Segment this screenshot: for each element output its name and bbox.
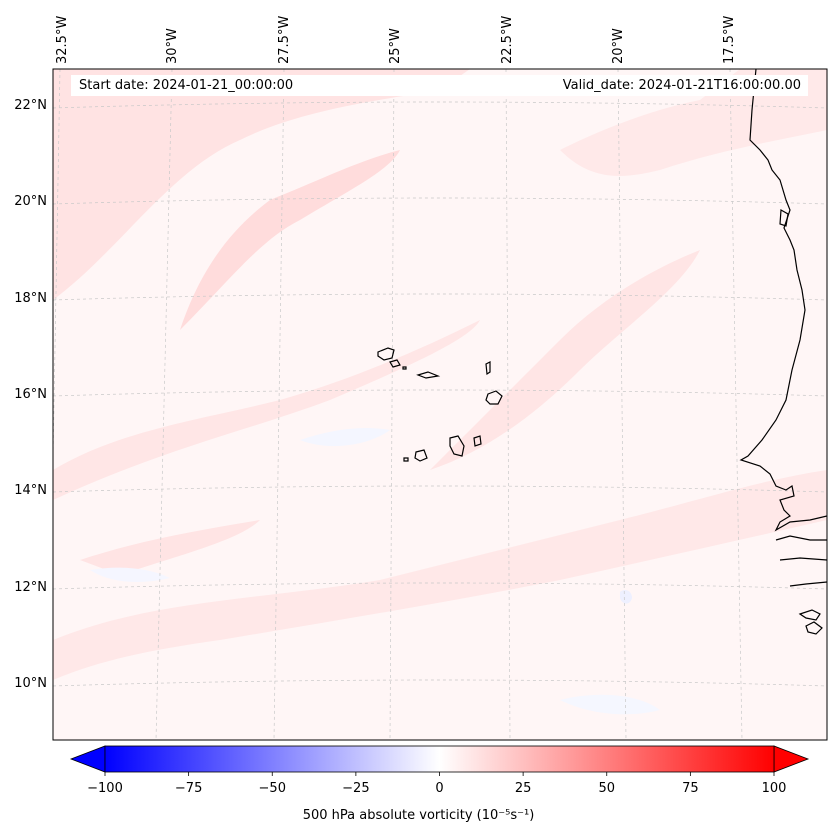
cape-verde-santa-luzia (402, 366, 407, 370)
colorbar-tick-label: −50 (258, 781, 286, 796)
africa-coast (779, 557, 827, 561)
colorbar-min-extension (69, 745, 106, 773)
negative-vorticity-patch (560, 694, 660, 715)
colorbar (69, 745, 810, 776)
latitude-label: 10°N (14, 676, 47, 691)
cape-verde-brava (403, 457, 409, 462)
latitude-label: 14°N (14, 483, 47, 498)
colorbar-tick-label: 0 (435, 781, 444, 796)
negative-vorticity-patch (300, 428, 390, 447)
date-header-strip (71, 75, 808, 96)
cape-verde-santiago (449, 435, 465, 457)
map-frame (52, 68, 828, 741)
colorbar-tick-label: 75 (682, 781, 699, 796)
longitude-label: 30°W (165, 28, 180, 64)
latitude-label: 22°N (14, 98, 47, 113)
colorbar-tick-label: 25 (514, 781, 532, 796)
cape-verde-boa-vista (485, 390, 503, 405)
cape-verde-santo-antao (377, 347, 395, 361)
longitude-label: 20°W (611, 28, 626, 64)
cape-verde-maio (473, 435, 482, 447)
africa-coast (739, 69, 827, 532)
vorticity-band (180, 150, 400, 330)
africa-coast (798, 609, 821, 621)
vorticity-band (80, 520, 260, 575)
africa-coast (805, 621, 823, 635)
cape-verde-fogo (414, 449, 428, 462)
cape-verde-sao-vicente (389, 359, 401, 368)
longitude-label: 22.5°W (500, 15, 515, 64)
vorticity-band (430, 250, 700, 470)
vorticity-band (53, 470, 827, 680)
colorbar-ticks (104, 772, 775, 776)
latitude-label: 16°N (14, 387, 47, 402)
colorbar-max-extension (773, 745, 810, 773)
valid-date-label: Valid_date: 2024-01-21T16:00:00.00 (562, 78, 801, 93)
latitude-label: 12°N (14, 580, 47, 595)
colorbar-tick-label: 50 (598, 781, 616, 796)
latitude-label: 20°N (14, 194, 47, 209)
latitude-label: 18°N (14, 291, 47, 306)
longitude-label: 32.5°W (55, 15, 70, 64)
colorbar-gradient (104, 745, 775, 773)
longitude-label: 27.5°W (277, 15, 292, 64)
colorbar-tick-label: 100 (761, 781, 787, 796)
colorbar-label: 500 hPa absolute vorticity (10⁻⁵s⁻¹) (302, 808, 535, 823)
graticule (53, 69, 827, 740)
coastline (377, 69, 827, 635)
negative-vorticity-patch (620, 590, 632, 604)
vorticity-band (53, 320, 480, 500)
colorbar-tick-label: −75 (174, 781, 203, 796)
colorbar-tick-label: −25 (342, 781, 370, 796)
start-date-label: Start date: 2024-01-21_00:00:00 (79, 78, 294, 93)
longitude-label: 25°W (388, 28, 403, 64)
cape-verde-sao-nicolau (416, 371, 441, 379)
africa-coast (779, 209, 789, 227)
africa-coast (789, 581, 827, 587)
vorticity-band (53, 69, 470, 300)
cape-verde-sal (485, 361, 491, 376)
colorbar-tick-label: −100 (87, 781, 123, 796)
longitude-label: 17.5°W (722, 15, 737, 64)
vorticity-field (53, 69, 827, 740)
negative-vorticity-patch (90, 567, 170, 582)
africa-coast (775, 535, 827, 541)
